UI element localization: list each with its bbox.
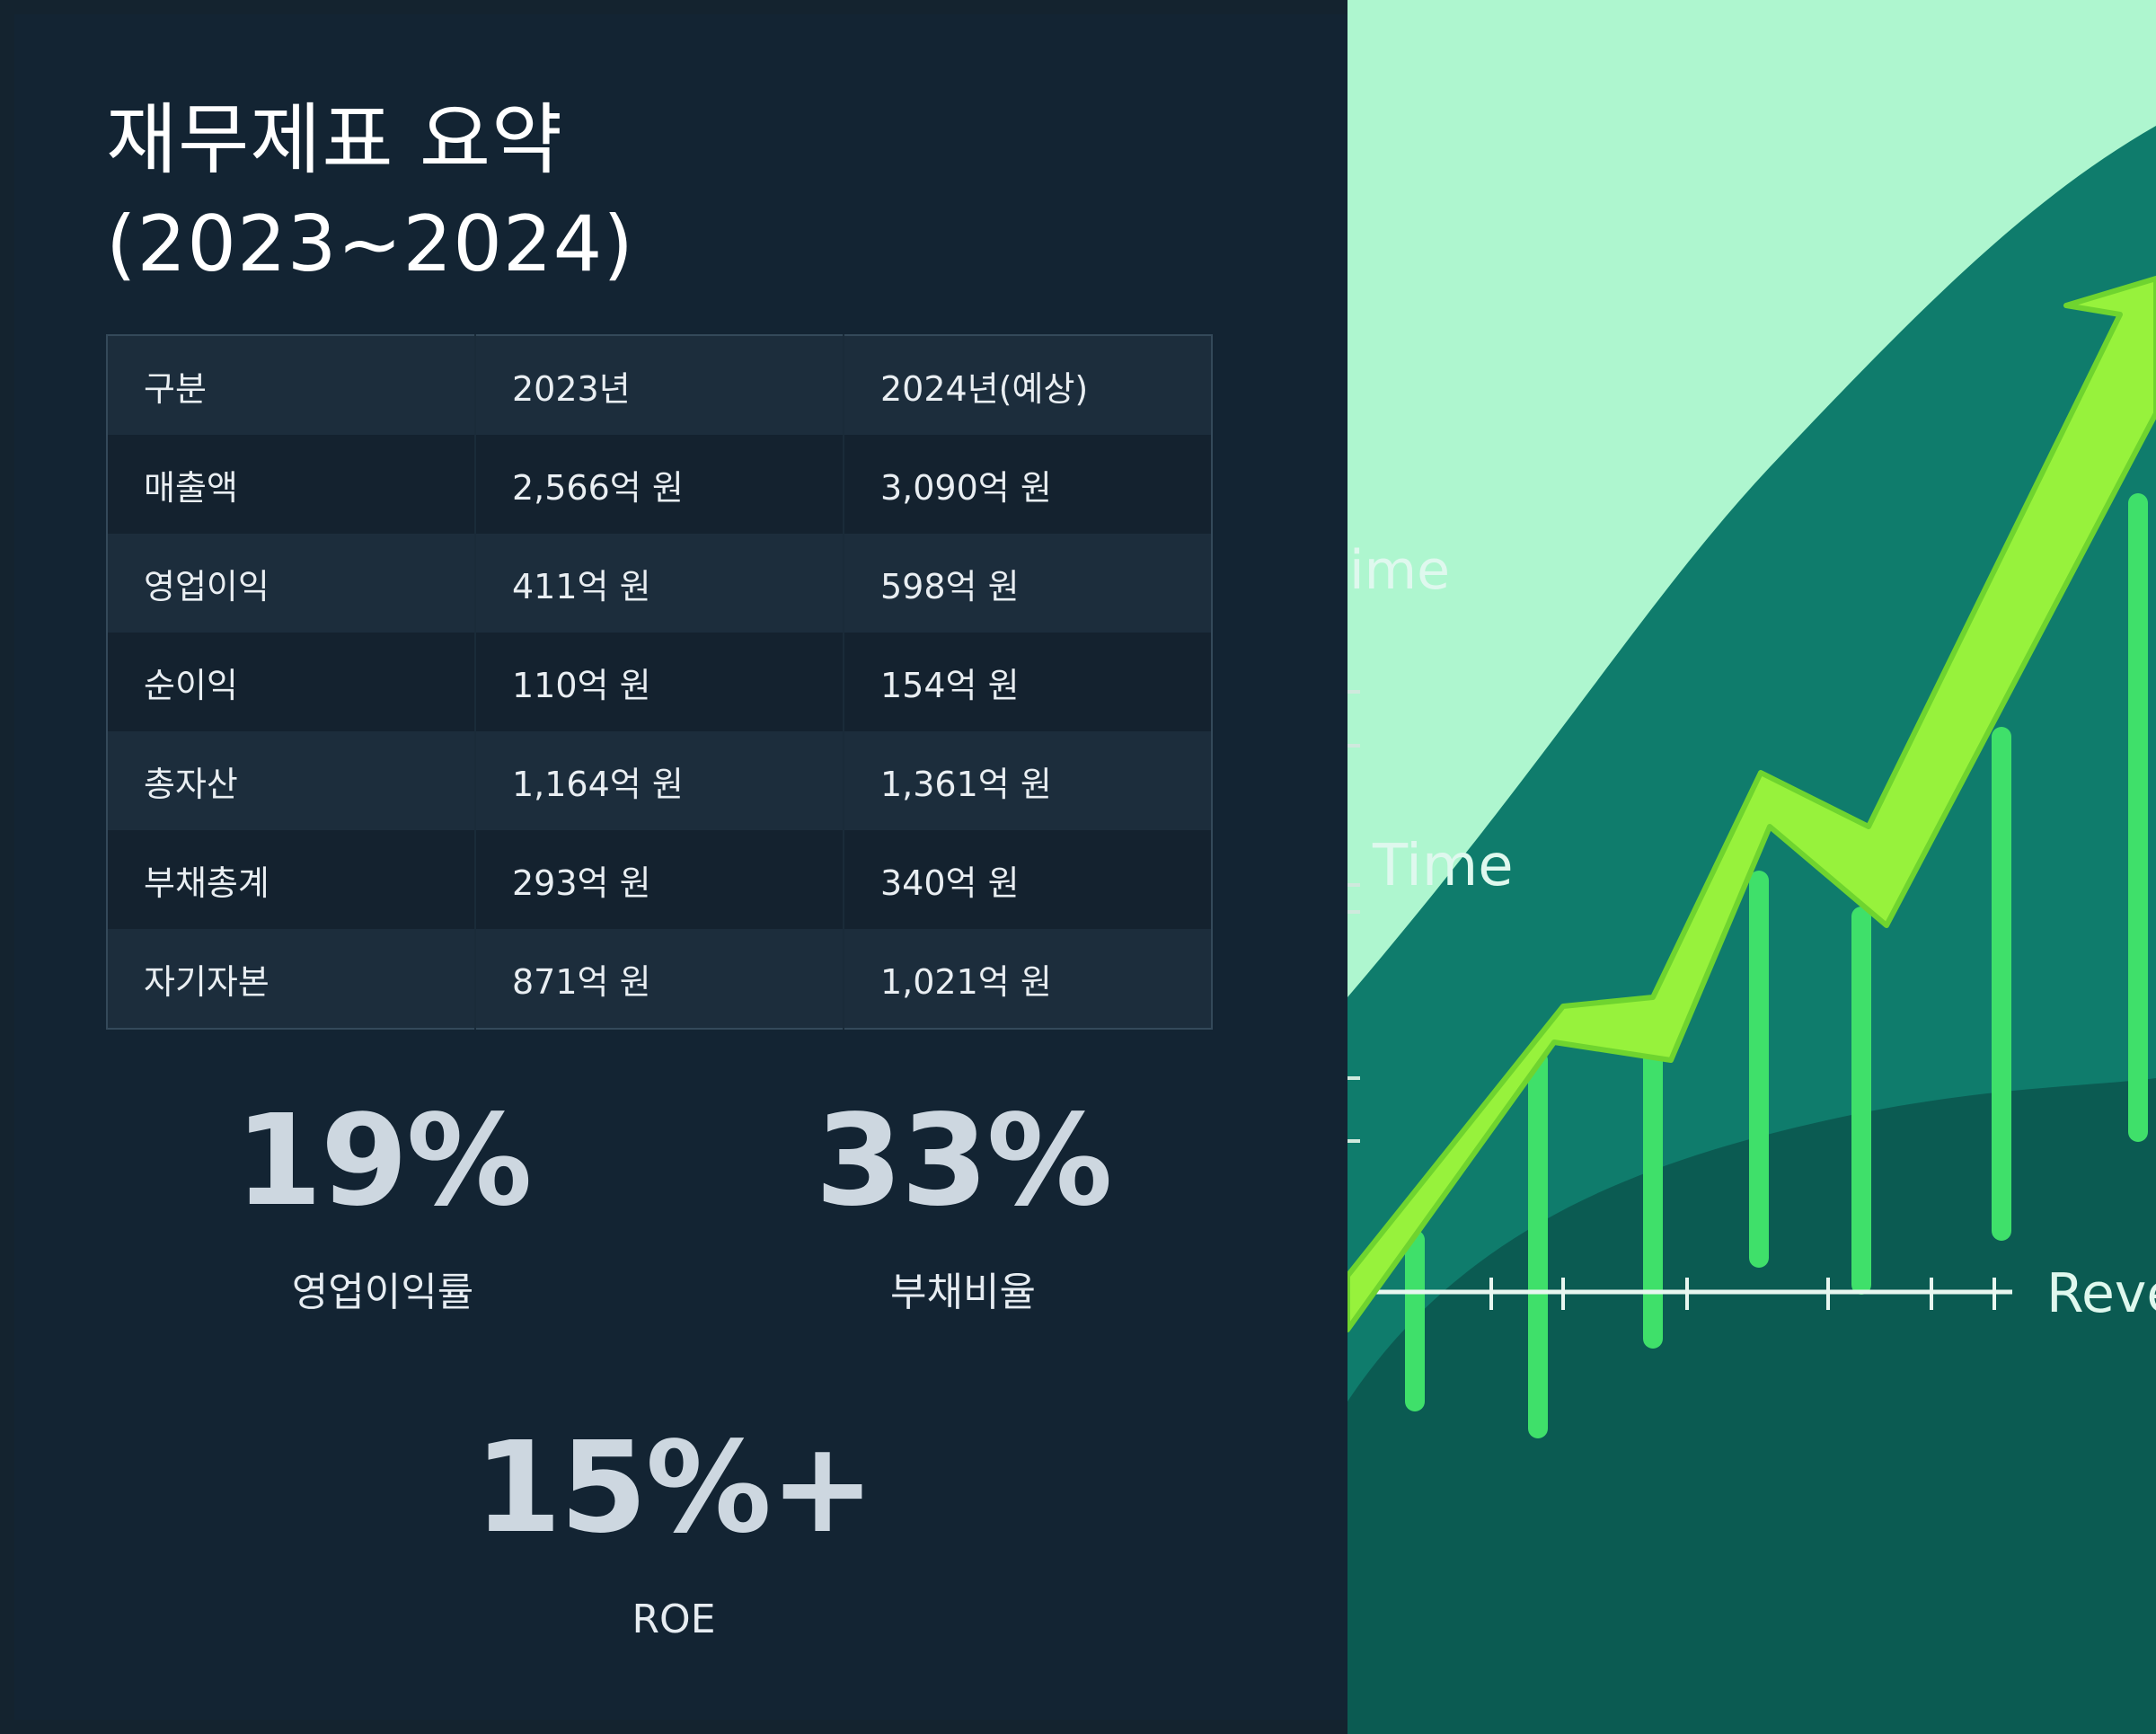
stat-value: 15%+ — [473, 1415, 875, 1561]
illustration-text-revenue: Reve — [2046, 1262, 2156, 1325]
stat-value: 19% — [234, 1088, 532, 1234]
row-label: 자기자본 — [107, 929, 476, 1029]
row-value-2023: 293억 원 — [475, 830, 844, 929]
row-label: 부채총계 — [107, 830, 476, 929]
header-2023: 2023년 — [475, 335, 844, 435]
table-row: 자기자본 871억 원 1,021억 원 — [107, 929, 1212, 1029]
growth-arrow — [1348, 276, 2156, 1332]
stat-label: ROE — [632, 1597, 716, 1642]
stat-roe: 15%+ ROE — [404, 1421, 943, 1644]
illustration-text-ime: ime — [1349, 539, 1450, 602]
illustration-text-time: Time — [1372, 833, 1514, 899]
stat-label: 영업이익률 — [291, 1270, 474, 1315]
row-value-2024: 3,090억 원 — [880, 467, 1052, 508]
table-row: 총자산 1,164억 원 1,361억 원 — [107, 731, 1212, 830]
row-value-2023: 1,164억 원 — [475, 731, 844, 830]
row-value-2023: 411억 원 — [475, 534, 844, 633]
table-row: 부채총계 293억 원 340억 원 — [107, 830, 1212, 929]
stat-value: 33% — [815, 1088, 1112, 1234]
row-value-2023: 2,566억 원 — [475, 435, 844, 534]
row-value-2023: 871억 원 — [475, 929, 844, 1029]
mint-wave-shape — [1348, 0, 2156, 997]
stat-debt-ratio: 33% 부채비율 — [694, 1094, 1233, 1317]
row-label: 순이익 — [107, 633, 476, 731]
row-label: 총자산 — [107, 731, 476, 830]
header-2024: 2024년(예상) — [880, 368, 1089, 409]
page-title-line-1: 재무제표 요약 — [106, 95, 564, 185]
table-row: 매출액 2,566억 원 3,090억 원 — [107, 435, 1212, 534]
row-value-2024: 154억 원 — [880, 665, 1020, 705]
dark-teal-wave-shape — [1348, 1078, 2156, 1734]
table-row: 순이익 110억 원 154억 원 — [107, 633, 1212, 731]
row-value-2023: 110억 원 — [475, 633, 844, 731]
row-label: 영업이익 — [107, 534, 476, 633]
row-label: 매출액 — [107, 435, 476, 534]
stat-operating-margin: 19% 영업이익률 — [113, 1094, 652, 1317]
vertical-bars — [1405, 493, 2148, 1438]
axis-ticks — [1489, 1278, 1996, 1310]
page-title: 재무제표 요약 (2023~2024) — [106, 88, 634, 296]
left-axis-ticks — [1348, 690, 1360, 1143]
financial-summary-table: 구분 2023년 2024년(예상) 매출액 2,566억 원 3,090억 원… — [106, 334, 1213, 1030]
stat-label: 부채비율 — [890, 1270, 1036, 1315]
row-value-2024: 1,361억 원 — [880, 764, 1052, 804]
row-value-2024: 598억 원 — [880, 566, 1020, 606]
page-title-line-2: (2023~2024) — [106, 199, 634, 289]
growth-illustration-svg: ime Time Reve — [1348, 0, 2156, 1734]
growth-illustration: ime Time Reve — [1348, 0, 2156, 1734]
row-value-2024: 1,021억 원 — [880, 961, 1052, 1002]
row-value-2024: 340억 원 — [880, 863, 1020, 903]
header-category: 구분 — [107, 335, 476, 435]
table-row: 영업이익 411억 원 598억 원 — [107, 534, 1212, 633]
table-header-row: 구분 2023년 2024년(예상) — [107, 335, 1212, 435]
